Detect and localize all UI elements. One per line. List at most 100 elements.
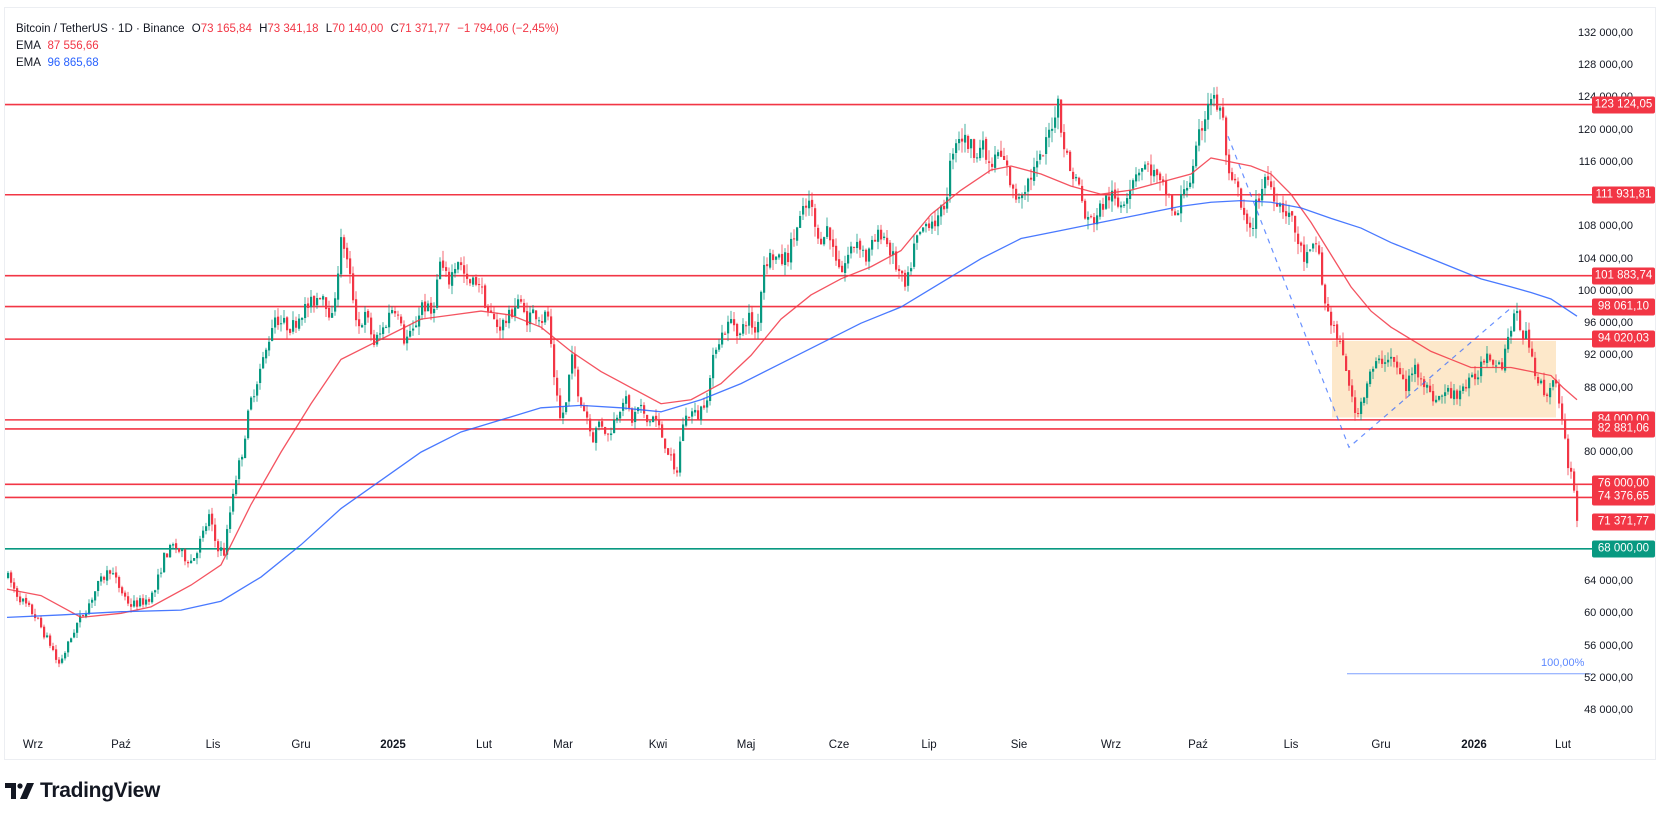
candle-up	[1369, 371, 1372, 385]
price-tick-label: 128 000,00	[1577, 59, 1633, 72]
candle-down	[343, 237, 346, 249]
candle-up	[1375, 361, 1378, 369]
candle-up	[112, 573, 115, 575]
candle-down	[526, 311, 529, 326]
candle-down	[118, 577, 121, 588]
candle-down	[1000, 150, 1003, 157]
candle-up	[844, 263, 847, 273]
candle-up	[391, 310, 394, 314]
candle-up	[1525, 330, 1528, 339]
candle-down	[1348, 370, 1351, 386]
candle-down	[346, 247, 349, 260]
price-tick-label: 60 000,00	[1584, 607, 1633, 620]
candle-down	[1006, 160, 1009, 166]
candle-down	[1534, 357, 1537, 377]
candle-up	[376, 334, 379, 345]
candle-down	[1474, 373, 1477, 380]
candle-down	[1321, 252, 1324, 285]
candle-down	[736, 323, 739, 337]
candle-up	[94, 591, 97, 601]
candle-down	[751, 312, 754, 328]
candle-down	[370, 317, 373, 335]
candle-down	[211, 513, 214, 525]
candle-down	[859, 240, 862, 250]
candle-up	[1435, 399, 1438, 403]
candle-up	[1054, 117, 1057, 128]
time-tick-label: 2026	[1461, 739, 1487, 751]
candle-down	[1528, 329, 1531, 348]
ema-slow-row[interactable]: EMA 96 865,68	[16, 55, 559, 72]
time-tick-label: Wrz	[22, 739, 44, 751]
ema-fast-row[interactable]: EMA 87 556,66	[16, 38, 559, 55]
fib-level-label: 100,00%	[1541, 656, 1585, 669]
candle-down	[349, 258, 352, 274]
candle-up	[154, 590, 157, 593]
candle-up	[247, 410, 250, 439]
candle-up	[172, 544, 175, 546]
candle-up	[1411, 373, 1414, 376]
ema-slow-value: 96 865,68	[47, 57, 99, 69]
candle-down	[43, 626, 46, 638]
candle-down	[550, 316, 553, 344]
candle-up	[1453, 390, 1456, 400]
candle-up	[364, 311, 367, 325]
candle-down	[1465, 386, 1468, 389]
candle-down	[400, 316, 403, 324]
candle-down	[358, 319, 361, 327]
candle-down	[82, 614, 85, 617]
low-value: 70 140,00	[332, 23, 384, 35]
candle-up	[847, 254, 850, 264]
candle-up	[610, 433, 613, 436]
time-tick-label: Cze	[828, 739, 850, 751]
candle-down	[1015, 188, 1018, 200]
candle-down	[889, 242, 892, 256]
candle-up	[157, 574, 160, 590]
candle-down	[1234, 178, 1237, 181]
candle-up	[388, 312, 391, 328]
candle-down	[115, 572, 118, 578]
candle-up	[361, 325, 364, 328]
candle-down	[658, 419, 661, 426]
candle-up	[64, 652, 67, 659]
candle-up	[151, 592, 154, 603]
candle-down	[1336, 324, 1339, 340]
candle-up	[640, 404, 643, 407]
candle-down	[214, 524, 217, 541]
candle-up	[1105, 195, 1108, 209]
candle-up	[190, 560, 193, 564]
candle-up	[1087, 216, 1090, 220]
time-tick-label: Sie	[1010, 739, 1028, 751]
candle-up	[91, 599, 94, 603]
candle-down	[1273, 187, 1276, 202]
candle-up	[169, 544, 172, 558]
candle-up	[619, 411, 622, 419]
candle-down	[307, 303, 310, 308]
ema-slow-line	[6, 199, 1578, 618]
candle-up	[70, 638, 73, 643]
candle-down	[631, 408, 634, 423]
candle-down	[1009, 166, 1012, 186]
symbol-title[interactable]: Bitcoin / TetherUS · 1D · Binance	[16, 23, 185, 35]
candle-up	[508, 309, 511, 324]
candle-up	[571, 354, 574, 374]
candle-up	[1414, 364, 1417, 375]
candle-up	[1261, 188, 1264, 201]
candle-down	[1267, 176, 1270, 180]
candle-down	[442, 260, 445, 268]
candle-down	[766, 264, 769, 267]
candle-up	[1306, 252, 1309, 264]
candle-up	[799, 216, 802, 228]
candle-up	[415, 325, 418, 328]
candle-up	[1378, 358, 1381, 361]
candle-down	[1576, 490, 1579, 521]
candle-up	[790, 238, 793, 263]
candle-down	[886, 237, 889, 245]
candle-up	[952, 153, 955, 160]
price-plot[interactable]	[5, 8, 1657, 761]
candle-up	[1153, 170, 1156, 177]
candle-down	[601, 421, 604, 427]
tradingview-logo[interactable]: TradingView	[5, 779, 160, 803]
candle-up	[652, 416, 655, 423]
chart-panel[interactable]: Bitcoin / TetherUS · 1D · Binance O73 16…	[4, 7, 1656, 760]
candle-down	[109, 570, 112, 574]
